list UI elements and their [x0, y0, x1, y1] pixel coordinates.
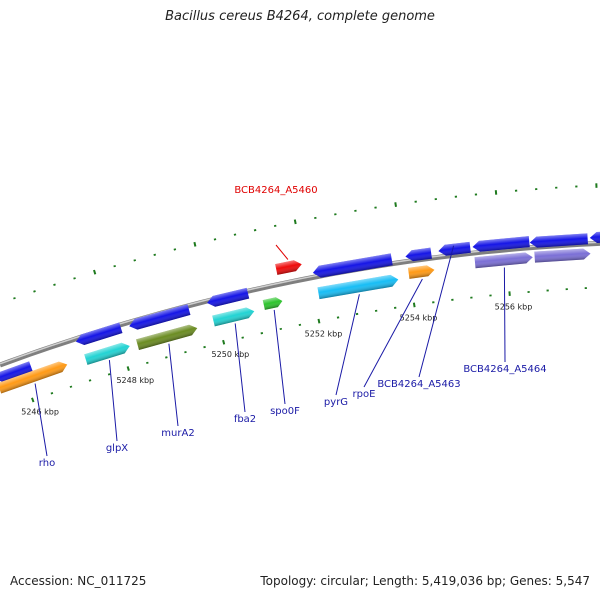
gene-label-BCB4264_A5464[interactable]: BCB4264_A5464 [463, 364, 546, 375]
gene-BCB4264_A5463[interactable] [438, 241, 471, 257]
gene-arrow-shading [262, 297, 283, 310]
gene-label-BCB4264_A5460[interactable]: BCB4264_A5460 [234, 185, 317, 196]
major-tick [293, 219, 297, 225]
gene-label-rpoE[interactable]: rpoE [353, 389, 376, 400]
leader-line [503, 267, 506, 363]
minor-tick [107, 373, 111, 376]
accession-text: Accession: NC_011725 [10, 574, 147, 588]
gene-arrow-shading [0, 361, 33, 383]
leader-line [275, 244, 289, 260]
gene-arrow-shading [472, 236, 530, 252]
leader-line [108, 360, 118, 442]
minor-tick [33, 290, 36, 293]
gene-rpoE[interactable] [407, 264, 435, 279]
gene-arrow-shading [438, 241, 471, 256]
gene-pyrG[interactable] [317, 274, 399, 300]
major-tick [412, 302, 416, 308]
minor-tick [13, 297, 16, 300]
gene-g0[interactable] [0, 361, 33, 384]
gene-arrow-shading [405, 247, 432, 262]
scale-label: 5250 kbp [212, 350, 250, 359]
gene-arrow-shading [212, 307, 255, 327]
gene-g5[interactable] [128, 304, 191, 331]
gene-label-pyrG[interactable]: pyrG [324, 397, 348, 408]
minor-tick [73, 277, 76, 280]
gene-g18[interactable] [534, 248, 591, 263]
gene-g12[interactable] [405, 247, 432, 262]
major-tick [394, 202, 397, 207]
gene-arrow-shading [312, 253, 393, 278]
gene-label-spo0F[interactable]: spo0F [270, 406, 300, 417]
minor-tick [165, 356, 168, 359]
gene-arrow-shading [207, 287, 250, 307]
gene-label-fba2[interactable]: fba2 [234, 414, 256, 425]
gene-arrow-shading [275, 260, 302, 275]
gene-arrow-shading [474, 252, 533, 269]
minor-tick [69, 385, 73, 388]
gene-murA2[interactable] [136, 323, 199, 350]
gene-labels: rho glpX murA2 fba2 spo0F BCB4264_A5460 pyrG rp… [34, 185, 547, 469]
gene-spo0F[interactable] [262, 296, 284, 310]
major-tick [222, 339, 226, 345]
gene-arrow-shading [0, 361, 68, 394]
gene-arrow-shading [407, 265, 435, 279]
minor-tick [184, 350, 187, 354]
gene-arrow-shading [589, 231, 600, 244]
major-tick [126, 366, 130, 371]
leader-line [418, 245, 455, 378]
gene-g10[interactable] [312, 253, 393, 278]
gene-arrow-shading [136, 324, 198, 350]
leader-line [363, 278, 423, 388]
major-tick [317, 318, 321, 324]
leader-line [234, 323, 246, 413]
gene-g17[interactable] [529, 233, 588, 248]
gene-g7[interactable] [206, 287, 250, 309]
major-tick [193, 241, 197, 247]
gene-label-rho[interactable]: rho [39, 458, 55, 469]
gene-rho[interactable] [0, 359, 69, 394]
minor-tick [173, 248, 177, 251]
minor-tick [146, 361, 149, 365]
minor-tick [133, 259, 137, 262]
gene-arrow-shading [84, 342, 130, 365]
minor-tick [153, 253, 157, 256]
minor-tick [113, 264, 116, 268]
minor-tick [50, 392, 54, 395]
major-tick [31, 397, 35, 403]
minor-tick [203, 345, 206, 349]
gene-track [0, 231, 600, 394]
scale-label: 5248 kbp [116, 376, 154, 385]
leader-line [273, 309, 286, 405]
minor-tick [88, 379, 92, 382]
scale-label: 5254 kbp [400, 314, 438, 323]
scale-label: 5252 kbp [305, 330, 343, 339]
gene-BCB4264_A5464[interactable] [474, 252, 534, 269]
leader-line [335, 294, 360, 396]
gene-label-glpX[interactable]: glpX [106, 443, 128, 454]
gene-label-BCB4264_A5463[interactable]: BCB4264_A5463 [377, 379, 460, 390]
leader-line [168, 343, 179, 427]
gene-g3[interactable] [74, 322, 123, 348]
gene-arrow-shading [129, 304, 191, 330]
genome-summary-text: Topology: circular; Length: 5,419,036 bp… [260, 574, 590, 588]
gene-g15[interactable] [472, 236, 530, 252]
map-title: Bacillus cereus B4264, complete genome [165, 9, 435, 24]
gene-fba2[interactable] [212, 306, 255, 327]
gene-arrow-shading [534, 248, 591, 263]
tick-marks [13, 183, 598, 403]
leader-line [34, 383, 48, 457]
gene-g19[interactable] [589, 231, 600, 244]
scale-label: 5256 kbp [495, 302, 533, 311]
gene-arrow-shading [317, 274, 399, 300]
gene-arrow-shading [75, 322, 123, 345]
minor-tick [53, 283, 56, 286]
gene-BCB4264_A5460[interactable] [275, 259, 303, 275]
major-tick [93, 269, 97, 275]
gene-arrow-shading [529, 233, 588, 248]
gene-label-murA2[interactable]: murA2 [161, 428, 194, 439]
gene-glpX[interactable] [84, 341, 131, 365]
